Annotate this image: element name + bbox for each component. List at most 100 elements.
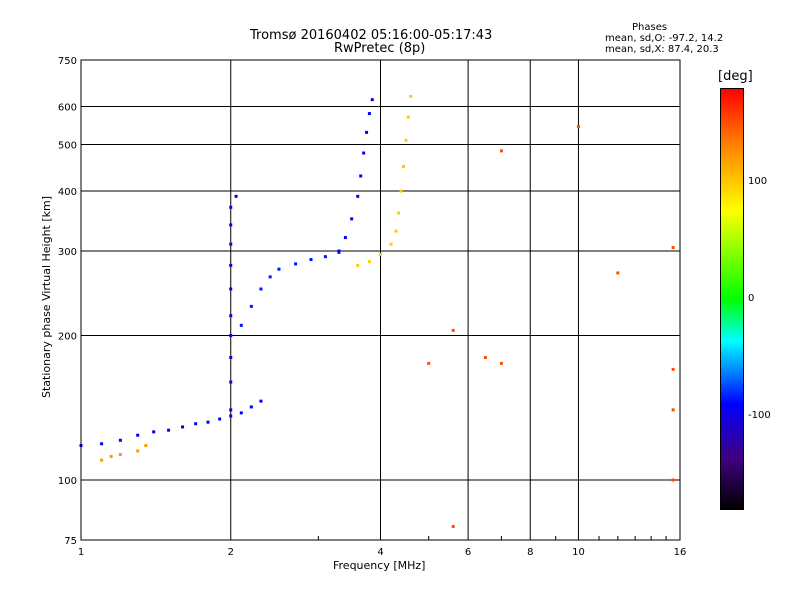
data-point [356, 263, 360, 267]
data-point [389, 242, 393, 246]
x-axis-label: Frequency [MHz] [333, 559, 426, 572]
x-tick-label: 2 [228, 547, 234, 558]
data-point [379, 253, 382, 257]
data-point [259, 399, 263, 403]
data-point [136, 433, 140, 437]
y-tick-label: 100 [58, 476, 77, 487]
data-point [323, 255, 327, 259]
data-point [409, 94, 413, 98]
y-tick-label: 400 [58, 187, 77, 198]
chart-subtitle: RwPretec (8p) [334, 41, 426, 56]
y-tick-label: 200 [58, 332, 77, 343]
colorbar-unit: [deg] [718, 69, 753, 84]
x-tick-label: 1 [78, 547, 84, 558]
data-point [118, 453, 122, 457]
colorbar-tick-label: 100 [748, 175, 768, 187]
data-point [229, 223, 233, 227]
data-point [427, 361, 431, 365]
data-point [367, 260, 371, 264]
data-point [206, 420, 210, 424]
x-tick-label: 10 [572, 547, 585, 558]
data-point [229, 287, 233, 291]
data-point [239, 411, 243, 415]
y-tick-label: 500 [58, 141, 77, 152]
y-tick-label: 300 [58, 247, 77, 258]
data-point [136, 449, 140, 453]
data-point [397, 211, 401, 215]
plot-frame [80, 59, 681, 541]
data-point [671, 478, 675, 482]
axis-ticks: 1 2 4 6 8 10 16 75 100 200 300 400 500 600 750 [58, 56, 686, 558]
data-point [167, 428, 171, 432]
x-tick-label: 6 [465, 547, 471, 558]
data-point [671, 408, 675, 412]
data-point [671, 367, 675, 371]
data-point [365, 130, 369, 134]
colorbar-tick-label: -100 [748, 410, 771, 422]
data-points [79, 94, 675, 529]
data-point [100, 458, 104, 462]
data-point [671, 246, 675, 250]
data-point [359, 174, 363, 178]
data-point [249, 304, 253, 308]
data-point [294, 262, 298, 266]
x-tick-label: 4 [377, 547, 383, 558]
data-point [229, 242, 233, 246]
data-point [229, 205, 233, 209]
data-point [229, 314, 233, 318]
data-point [499, 361, 503, 365]
data-point [259, 287, 263, 291]
data-point [152, 430, 156, 434]
data-point [268, 275, 272, 279]
data-point [576, 125, 580, 129]
data-point [483, 355, 487, 359]
data-point [181, 425, 185, 429]
data-point [404, 138, 408, 142]
data-point [144, 444, 148, 448]
x-tick-label: 8 [527, 547, 533, 558]
phase-stats-x: mean, sd,X: 87.4, 20.3 [605, 44, 719, 55]
data-point [229, 408, 233, 412]
data-point [249, 405, 253, 409]
data-point [451, 525, 455, 529]
grid-lines [81, 60, 680, 540]
phase-colorbar [720, 88, 744, 510]
data-point [229, 334, 233, 338]
data-point [277, 267, 281, 271]
data-point [239, 323, 243, 327]
data-point [337, 249, 341, 253]
data-point [229, 414, 233, 418]
data-point [229, 263, 233, 267]
y-tick-label: 750 [58, 56, 77, 67]
data-point [362, 151, 366, 155]
data-point [370, 98, 374, 102]
data-point [350, 217, 354, 221]
y-tick-label: 75 [64, 536, 77, 547]
x-tick-label: 16 [674, 547, 687, 558]
phase-stats-o: mean, sd,O: -97.2, 14.2 [605, 33, 724, 44]
data-point [194, 422, 198, 426]
data-point [234, 194, 238, 198]
data-point [616, 271, 620, 275]
data-point [229, 380, 233, 384]
data-point [343, 236, 347, 240]
data-point [118, 438, 122, 442]
colorbar-tick-label: 0 [748, 293, 755, 304]
data-point [406, 115, 410, 119]
chart-title: Tromsø 20160402 05:16:00-05:17:43 [250, 28, 493, 43]
data-point [218, 417, 222, 421]
data-point [100, 442, 104, 446]
data-point [399, 189, 403, 193]
data-point [309, 258, 313, 262]
data-point [451, 328, 455, 332]
data-point [499, 149, 503, 153]
data-point [356, 194, 360, 198]
phase-stats-label: Phases [632, 22, 668, 33]
data-point [229, 355, 233, 359]
data-point [109, 454, 113, 458]
data-point [367, 112, 371, 116]
y-axis-label: Stationary phase Virtual Height [km] [40, 195, 53, 398]
data-point [394, 229, 398, 233]
y-tick-label: 600 [58, 103, 77, 114]
